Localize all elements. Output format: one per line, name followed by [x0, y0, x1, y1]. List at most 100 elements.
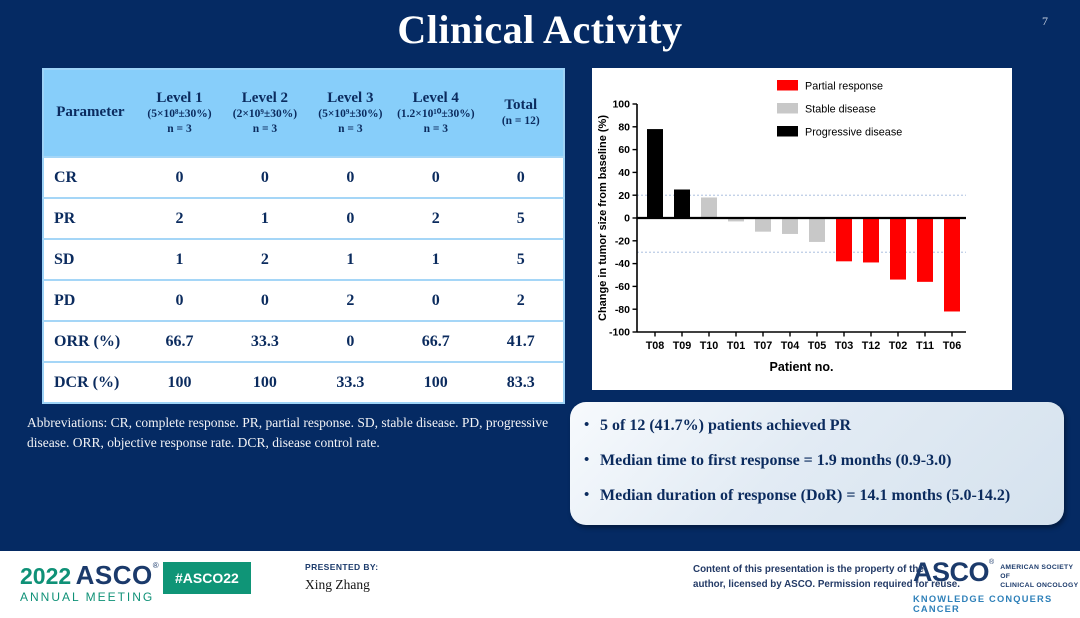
column-header-total: Total (n = 12)	[478, 69, 564, 157]
waterfall-chart: -100 -80 -60 -40 -20 0 20 40 60 80 100 T08 T09 T10 T01…	[597, 80, 966, 374]
x-tick-label-T07: T07	[754, 340, 773, 352]
bar-T09	[674, 189, 690, 218]
x-tick-label-T01: T01	[727, 340, 746, 352]
x-tick-label-T06: T06	[943, 340, 962, 352]
asco-tagline: KNOWLEDGE CONQUERS CANCER	[913, 593, 1053, 614]
bar-T10	[701, 197, 717, 218]
y-tick-label--60: -60	[615, 281, 630, 293]
page-number: 7	[1042, 14, 1048, 28]
cell-cr-col2: 0	[260, 168, 269, 186]
table-header-row: Parameter Level 1 (5×10⁸±30%) n = 3 Level 2(…	[43, 69, 564, 157]
legend-swatch-progressive-disease	[777, 126, 798, 137]
legend-label-stable-disease: Stable disease	[805, 104, 876, 116]
column-header-level-4: Level 4 (1.2×10¹⁰±30%) n = 3	[393, 69, 479, 157]
asco-society-line-1: AMERICAN SOCIETY OF	[1000, 564, 1074, 581]
y-tick-label-20: 20	[618, 190, 630, 202]
finding-item-duration-of-response: Median duration of response (DoR) = 14.1…	[584, 486, 1064, 507]
table-row-dcr: DCR (%) 100 100 33.3 100 83.3	[43, 362, 564, 403]
asco-society-lines: AMERICAN SOCIETY OF CLINICAL ONCOLOGY	[1000, 563, 1080, 591]
legend-label-partial-response: Partial response	[805, 81, 883, 93]
cell-orr-col3: 0	[346, 332, 355, 350]
column-header-parameter: Parameter	[43, 69, 137, 157]
y-axis-title: Change in tumor size from baseline (%)	[597, 115, 609, 321]
bar-T04	[782, 218, 798, 234]
key-findings-box: 5 of 12 (41.7%) patients achieved PR Med…	[570, 402, 1064, 525]
bar-T05	[809, 218, 825, 242]
meeting-logo-top-line: 2022 ASCO®	[20, 560, 159, 590]
cell-pd-col3: 2	[346, 291, 355, 309]
waterfall-chart-panel: -100 -80 -60 -40 -20 0 20 40 60 80 100 T08 T09 T10 T01…	[592, 68, 1012, 390]
row-label-orr: ORR (%)	[54, 332, 121, 350]
row-label-dcr: DCR (%)	[54, 373, 120, 391]
y-tick-label-0: 0	[624, 213, 630, 225]
cell-orr-col5: 41.7	[506, 332, 535, 350]
cell-dcr-col1: 100	[167, 373, 192, 391]
row-label-pr: PR	[54, 209, 76, 227]
legend-label-progressive-disease: Progressive disease	[805, 127, 902, 139]
y-tick-label--100: -100	[609, 327, 630, 339]
hashtag-badge: #ASCO22	[163, 562, 251, 594]
finding-item-time-to-response: Median time to first response = 1.9 mont…	[584, 451, 1064, 472]
y-tick-label-100: 100	[612, 99, 630, 111]
cell-cr-col5: 0	[516, 168, 525, 186]
cell-dcr-col2: 100	[252, 373, 277, 391]
clinical-activity-table: Parameter Level 1 (5×10⁸±30%) n = 3 Level 2(…	[42, 68, 565, 404]
cell-pd-col5: 2	[516, 291, 525, 309]
cell-pd-col2: 0	[260, 291, 269, 309]
bar-T08	[647, 129, 663, 218]
x-axis-title: Patient no.	[770, 360, 834, 374]
table-row-sd: SD 1 2 1 1 5	[43, 239, 564, 280]
row-label-cr: CR	[54, 168, 78, 186]
bar-T07	[755, 218, 771, 232]
bar-T03	[836, 218, 852, 262]
cell-sd-col4: 1	[431, 250, 440, 268]
cell-cr-col3: 0	[346, 168, 355, 186]
x-tick-label-T10: T10	[700, 340, 719, 352]
y-tick-label--20: -20	[615, 235, 630, 247]
bar-T06	[944, 218, 960, 312]
x-tick-label-T09: T09	[673, 340, 692, 352]
row-label-sd: SD	[54, 250, 75, 268]
asco-annual-meeting-logo: 2022 ASCO® ANNUAL MEETING	[20, 560, 159, 604]
finding-item-pr-rate: 5 of 12 (41.7%) patients achieved PR	[584, 416, 1064, 437]
x-tick-label-T03: T03	[835, 340, 854, 352]
cell-dcr-col3: 33.3	[336, 373, 365, 391]
table-row-pd: PD 0 0 2 0 2	[43, 280, 564, 321]
asco-logo-row: ASCO ® AMERICAN SOCIETY OF CLINICAL ONCOL…	[913, 559, 1080, 591]
cell-cr-col1: 0	[175, 168, 184, 186]
cell-cr-col4: 0	[431, 168, 440, 186]
x-tick-label-T04: T04	[781, 340, 800, 352]
legend-swatch-partial-response	[777, 80, 798, 91]
bar-T11	[917, 218, 933, 282]
abbreviations-note: Abbreviations: CR, complete response. PR…	[27, 415, 549, 450]
meeting-org: ASCO	[75, 560, 153, 590]
bar-T02	[890, 218, 906, 280]
cell-pr-col5: 5	[516, 209, 525, 227]
cell-dcr-col4: 100	[423, 373, 448, 391]
table-body: CR 0 0 0 0 0 PR 2 1 0 2 5 SD 1 2 1 1 5 PD 0 0 2 0 2 ORR (%) 66.7 3…	[43, 157, 564, 403]
permission-line-2: author, licensed by ASCO. Permission req…	[693, 578, 960, 590]
row-label-pd: PD	[54, 291, 76, 309]
cell-orr-col1: 66.7	[165, 332, 194, 350]
meeting-year: 2022	[20, 563, 72, 589]
presented-by-label: PRESENTED BY:	[305, 562, 379, 572]
column-header-level-3: Level 3 (5×10⁹±30%) n = 3	[307, 69, 394, 157]
asco-society-line-2: CLINICAL ONCOLOGY	[1000, 582, 1079, 590]
cell-orr-col2: 33.3	[250, 332, 279, 350]
cell-sd-col3: 1	[346, 250, 355, 268]
legend-swatch-stable-disease	[777, 103, 798, 114]
registered-mark-icon: ®	[989, 559, 995, 566]
permission-notice: Content of this presentation is the prop…	[693, 563, 960, 592]
cell-sd-col1: 1	[175, 250, 184, 268]
permission-line-1: Content of this presentation is the prop…	[693, 564, 924, 575]
y-tick-label-80: 80	[618, 121, 630, 133]
slide-title: Clinical Activity	[397, 7, 683, 52]
x-tick-label-T08: T08	[646, 340, 665, 352]
presented-by-block: PRESENTED BY: Xing Zhang	[305, 562, 379, 593]
cell-dcr-col5: 83.3	[506, 373, 535, 391]
cell-sd-col2: 2	[260, 250, 269, 268]
registered-mark-icon: ®	[152, 561, 159, 570]
x-tick-label-T12: T12	[862, 340, 881, 352]
cell-pr-col1: 2	[175, 209, 184, 227]
